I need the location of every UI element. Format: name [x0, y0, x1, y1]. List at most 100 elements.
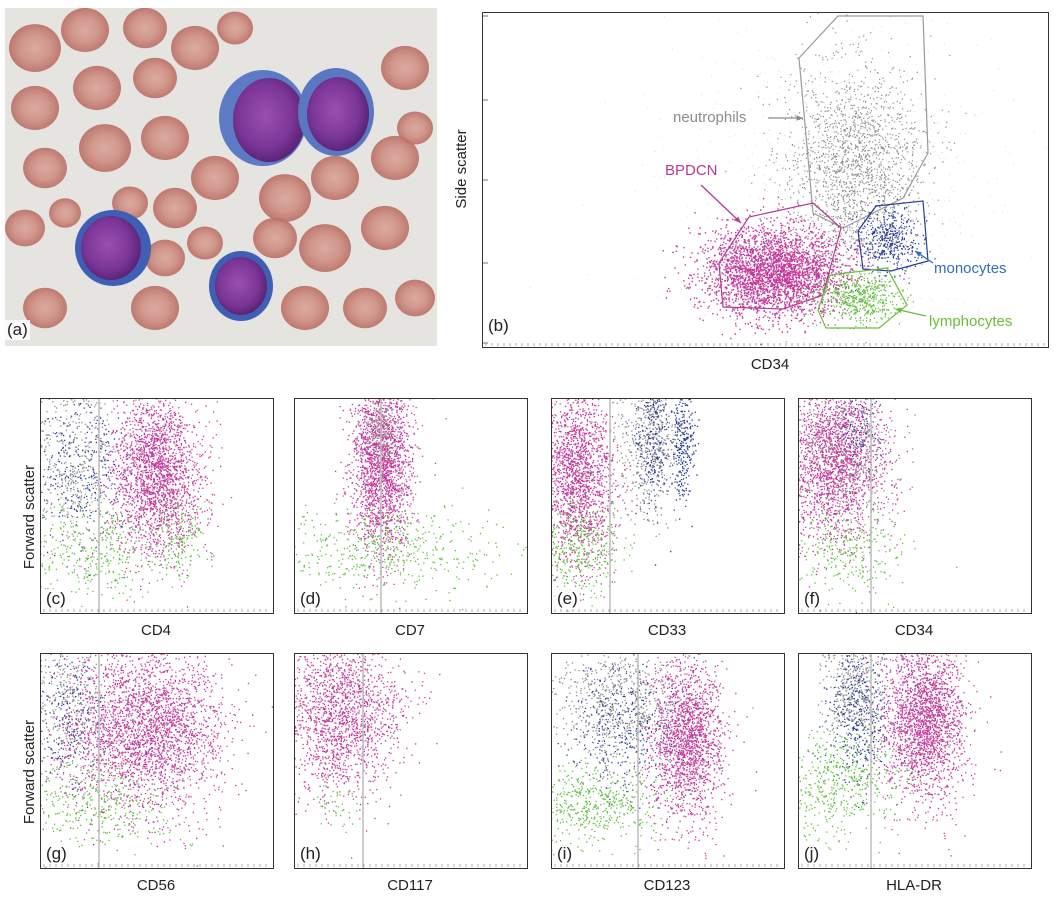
cell-population-cloud	[295, 486, 527, 611]
red-blood-cell	[281, 285, 329, 331]
panel-label-b: (b)	[486, 316, 511, 336]
cell-population-cloud	[625, 654, 758, 860]
cell-population-cloud	[41, 654, 141, 810]
gate-neutrophils	[798, 15, 929, 229]
red-blood-cell	[23, 287, 67, 329]
cell-population-cloud	[149, 443, 215, 588]
cell-population-cloud	[725, 13, 967, 344]
cell-population-cloud	[812, 654, 914, 808]
cell-population-cloud	[295, 654, 441, 859]
scatter-small-svg	[295, 399, 527, 613]
scatter-plot-small: (g)	[40, 653, 274, 869]
x-axis-label-small: CD56	[136, 877, 176, 894]
scatter-small-svg	[41, 399, 267, 613]
scatter-plot-small: (j)	[798, 653, 1032, 869]
scatter-small-svg	[41, 654, 273, 868]
red-blood-cell	[371, 135, 419, 181]
red-blood-cell	[397, 111, 433, 145]
cell-population-cloud	[86, 399, 233, 608]
cell-population-cloud	[529, 15, 1047, 345]
y-axis-label-row2: Forward scatter	[21, 719, 38, 825]
red-blood-cell	[191, 155, 239, 201]
scatter-plot-small: (h)	[294, 653, 528, 869]
cell-population-cloud	[552, 399, 642, 601]
red-blood-cell	[381, 45, 429, 91]
red-blood-cell	[49, 198, 81, 228]
cell-population-cloud	[856, 654, 1002, 857]
x-axis-label-small: CD117	[387, 877, 433, 894]
scatter-plot-small: (f)	[798, 398, 1032, 614]
cell-population-cloud	[799, 486, 958, 613]
gate-lymphocytes	[817, 267, 908, 329]
scatter-small-svg	[552, 399, 778, 613]
panel-label-small: (j)	[802, 844, 822, 864]
annotation-monocytes: monocytes	[934, 260, 1007, 277]
scatter-plot-b: (b) neutrophils BPDCN monocytes lymphocy…	[482, 12, 1049, 348]
red-blood-cell	[23, 147, 67, 189]
scatter-plot-small: (i)	[551, 653, 785, 869]
red-blood-cell	[11, 85, 59, 131]
red-blood-cell	[61, 8, 109, 53]
red-blood-cell	[123, 8, 167, 49]
x-axis-label-b: CD34	[750, 356, 790, 373]
scatter-plot-small: (d)	[294, 398, 528, 614]
panel-label-small: (h)	[298, 844, 323, 864]
panel-label-small: (f)	[802, 589, 823, 609]
cell-population-cloud	[665, 399, 700, 553]
cell-population-cloud	[41, 654, 273, 867]
annotation-lymphocytes: lymphocytes	[929, 313, 1013, 330]
panel-label-a: (a)	[5, 320, 30, 340]
x-axis-label-small: CD33	[647, 622, 687, 639]
micrograph-panel: (a)	[5, 8, 437, 346]
cell-population-cloud	[797, 263, 915, 330]
panel-label-small: (g)	[44, 844, 69, 864]
cell-population-cloud	[799, 399, 916, 540]
red-blood-cell	[311, 155, 359, 201]
red-blood-cell	[141, 115, 189, 161]
cell-population-cloud	[41, 743, 194, 868]
red-blood-cell	[133, 57, 177, 99]
arrow-bpdcn	[700, 184, 742, 224]
cell-population-cloud	[850, 194, 936, 292]
red-blood-cell	[299, 224, 351, 272]
x-axis-label-small: CD34	[894, 622, 934, 639]
red-blood-cell	[187, 226, 223, 260]
red-blood-cell	[5, 209, 45, 247]
gate-monocytes	[857, 200, 929, 272]
scatter-b-svg	[483, 13, 1047, 346]
scatter-small-svg	[799, 654, 1025, 868]
cell-population-cloud	[799, 399, 914, 613]
gate-bpdcn	[718, 202, 842, 310]
red-blood-cell	[131, 285, 179, 331]
cell-population-cloud	[41, 399, 156, 581]
red-blood-cell	[217, 11, 253, 45]
panel-label-small: (d)	[298, 589, 323, 609]
cell-population-cloud	[552, 654, 754, 793]
red-blood-cell	[395, 279, 435, 317]
cell-population-cloud	[662, 196, 931, 346]
cell-population-cloud	[557, 654, 722, 809]
y-axis-label-row1: Forward scatter	[21, 464, 38, 570]
red-blood-cell	[73, 65, 121, 111]
y-axis-label-b: Side scatter	[453, 129, 470, 209]
x-axis-label-small: CD7	[394, 622, 425, 639]
red-blood-cell	[171, 25, 219, 71]
arrow-bpdcn-head	[734, 216, 741, 223]
x-axis-label-small: CD4	[140, 622, 171, 639]
red-blood-cell	[343, 287, 387, 329]
scatter-small-svg	[295, 654, 521, 868]
red-blood-cell	[9, 24, 61, 72]
cell-population-cloud	[334, 399, 447, 609]
scatter-small-svg	[552, 654, 778, 868]
scatter-plot-small: (e)	[551, 398, 785, 614]
arrow-lymphocytes-head	[895, 307, 902, 314]
panel-label-small: (i)	[555, 844, 575, 864]
arrow-neutrophils-head	[796, 115, 803, 121]
arrow-monocytes-head	[915, 251, 922, 257]
red-blood-cell	[253, 217, 297, 259]
x-axis-label-small: CD123	[643, 877, 691, 894]
red-blood-cell	[259, 174, 311, 222]
panel-label-small: (e)	[555, 589, 580, 609]
cell-population-cloud	[317, 774, 358, 833]
panel-label-small: (c)	[44, 589, 68, 609]
